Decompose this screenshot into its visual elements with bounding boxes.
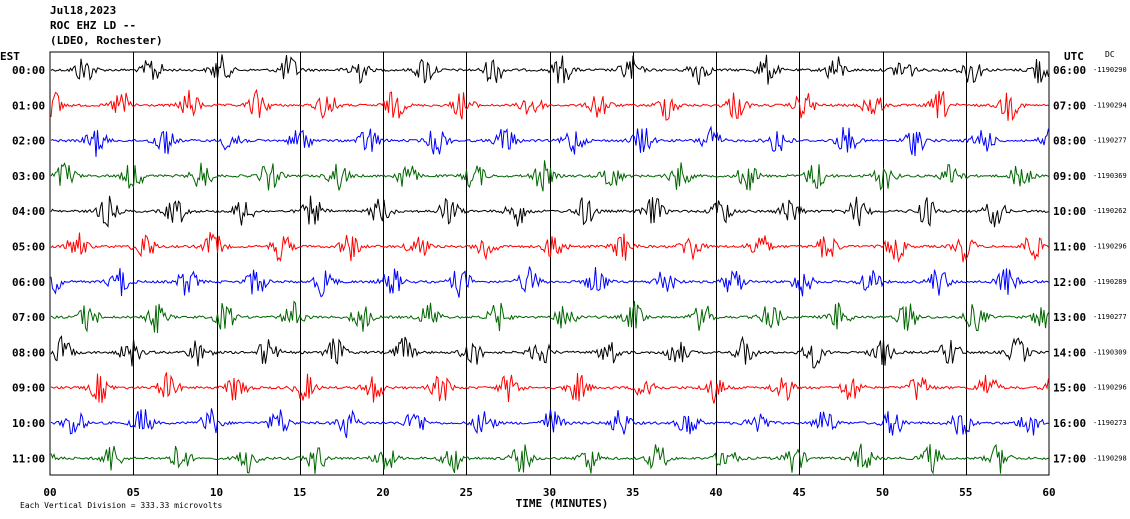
- dc-offset-label: -1190289: [1093, 278, 1127, 286]
- est-hour-label: 03:00: [12, 170, 45, 183]
- utc-hour-label: 07:00: [1053, 99, 1086, 112]
- dc-offset-label: -1190262: [1093, 207, 1127, 215]
- x-tick-label: 35: [626, 486, 639, 499]
- dc-offset-label: -1190296: [1093, 243, 1127, 251]
- dc-offset-label: -1190309: [1093, 348, 1127, 356]
- time-grid: [49, 51, 1050, 476]
- station-label: ROC EHZ LD --: [50, 19, 137, 32]
- trace-row-1000: [50, 408, 1049, 438]
- x-tick-label: 40: [709, 486, 722, 499]
- trace-row-0700: [50, 300, 1049, 334]
- trace-row-0300: [50, 160, 1049, 192]
- trace-row-0600: [50, 266, 1049, 298]
- dc-offset-label: -1190294: [1093, 101, 1127, 109]
- utc-hour-label: 15:00: [1053, 382, 1086, 395]
- utc-hour-label: 08:00: [1053, 135, 1086, 148]
- trace-row-0500: [50, 231, 1049, 263]
- trace-row-0000: [50, 54, 1049, 86]
- x-tick-label: 55: [959, 486, 972, 499]
- network-label: (LDEO, Rochester): [50, 34, 163, 47]
- x-tick-label: 30: [543, 486, 556, 499]
- dc-offset-label: -1190290: [1093, 66, 1127, 74]
- utc-hour-label: 09:00: [1053, 170, 1086, 183]
- trace-row-0900: [50, 372, 1049, 404]
- x-tick-label: 00: [43, 486, 56, 499]
- utc-hour-label: 12:00: [1053, 276, 1086, 289]
- date-label: Jul18,2023: [50, 4, 117, 17]
- est-hour-label: 07:00: [12, 311, 45, 324]
- x-tick-label: 10: [210, 486, 223, 499]
- dc-offset-label: -1190273: [1093, 419, 1127, 427]
- est-hour-label: 10:00: [12, 417, 45, 430]
- utc-hour-label: 17:00: [1053, 452, 1086, 465]
- axis-labels: EST UTC DC TIME (MINUTES) Each Vertical …: [0, 50, 1127, 510]
- utc-axis-label: UTC: [1064, 50, 1084, 63]
- trace-row-0800: [50, 335, 1049, 369]
- plot-frame: [49, 51, 1050, 476]
- x-tick-label: 15: [293, 486, 306, 499]
- utc-hour-label: 06:00: [1053, 64, 1086, 77]
- utc-hour-label: 13:00: [1053, 311, 1086, 324]
- scale-note: Each Vertical Division = 333.33 microvol…: [20, 501, 222, 510]
- x-tick-label: 45: [793, 486, 806, 499]
- est-hour-label: 05:00: [12, 241, 45, 254]
- est-hour-label: 02:00: [12, 135, 45, 148]
- x-tick-label: 20: [376, 486, 389, 499]
- trace-row-1100: [50, 443, 1049, 475]
- dc-offset-label: -1190298: [1093, 454, 1127, 462]
- seismic-traces: [50, 54, 1049, 475]
- dc-offset-label: -1190277: [1093, 137, 1127, 145]
- trace-row-0200: [50, 125, 1049, 157]
- x-tick-label: 05: [127, 486, 140, 499]
- est-axis-label: EST: [0, 50, 20, 63]
- x-axis-title: TIME (MINUTES): [516, 497, 609, 510]
- utc-hour-label: 14:00: [1053, 346, 1086, 359]
- est-hour-label: 08:00: [12, 346, 45, 359]
- est-hour-label: 06:00: [12, 276, 45, 289]
- x-tick-label: 25: [460, 486, 473, 499]
- dc-label: DC: [1105, 50, 1115, 59]
- est-hour-label: 00:00: [12, 64, 45, 77]
- dc-offset-label: -1190369: [1093, 172, 1127, 180]
- trace-row-0100: [50, 88, 1049, 122]
- dc-offset-label: -1190277: [1093, 313, 1127, 321]
- utc-hour-label: 11:00: [1053, 241, 1086, 254]
- dc-offset-label: -1190296: [1093, 384, 1127, 392]
- x-tick-label: 50: [876, 486, 889, 499]
- trace-row-0400: [50, 195, 1049, 228]
- x-tick-label: 60: [1042, 486, 1055, 499]
- est-hour-label: 04:00: [12, 205, 45, 218]
- est-hour-label: 01:00: [12, 99, 45, 112]
- utc-hour-label: 10:00: [1053, 205, 1086, 218]
- utc-hour-label: 16:00: [1053, 417, 1086, 430]
- est-hour-label: 09:00: [12, 382, 45, 395]
- est-hour-label: 11:00: [12, 452, 45, 465]
